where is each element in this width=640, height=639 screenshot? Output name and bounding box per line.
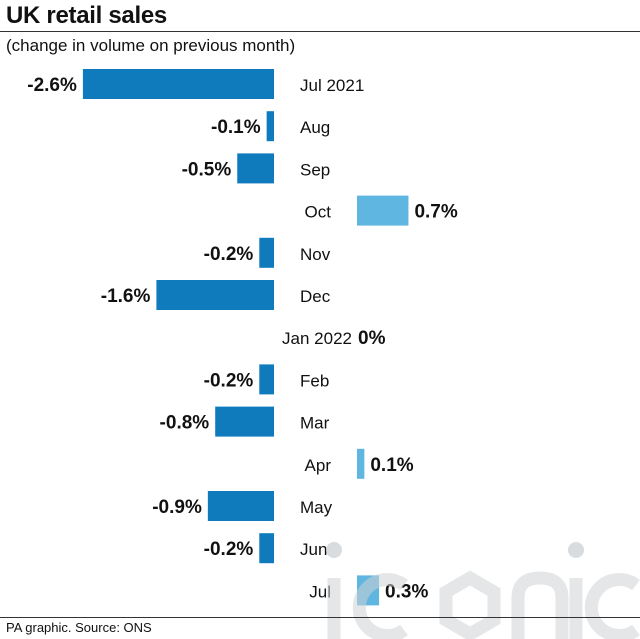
bar [207,491,274,521]
bar [259,237,274,268]
bar [357,195,409,226]
category-label: Dec [300,287,331,306]
value-label: 0% [358,328,386,349]
bar [357,448,365,479]
value-label: 0.3% [385,581,428,602]
category-label: Jan 2022 [282,329,352,348]
chart-title: UK retail sales [6,2,167,29]
source-note: PA graphic. Source: ONS [6,620,152,635]
chart-subtitle: (change in volume on previous month) [6,36,296,55]
bar [357,575,380,606]
value-label: -0.5% [182,159,232,180]
bar [266,111,274,142]
category-label: Nov [300,245,331,264]
category-label: Aug [300,118,330,137]
bar [215,406,274,437]
bar [237,153,274,184]
category-label: Jun [300,540,327,559]
category-label: May [300,498,333,517]
value-label: -0.9% [152,497,202,518]
value-label: 0.7% [414,202,457,223]
category-label: Oct [305,203,332,222]
value-label: -2.6% [27,75,77,96]
value-label: -0.2% [204,539,254,560]
bar [259,533,274,564]
value-label: 0.1% [370,455,413,476]
category-label: Feb [300,371,329,390]
value-label: -0.8% [160,413,210,434]
value-label: -0.2% [204,244,254,265]
value-label: -0.1% [211,117,261,138]
title-rule [0,31,640,32]
bar [156,280,274,310]
category-label: Apr [305,456,332,475]
category-label: Mar [300,414,330,433]
bar [259,364,274,395]
value-label: -0.2% [204,370,254,391]
value-label: -1.6% [101,286,151,307]
bar [82,69,275,99]
category-label: Jul 2021 [300,76,364,95]
bottom-rule [0,617,640,618]
category-label: Sep [300,160,330,179]
category-label: Jul [309,582,331,601]
